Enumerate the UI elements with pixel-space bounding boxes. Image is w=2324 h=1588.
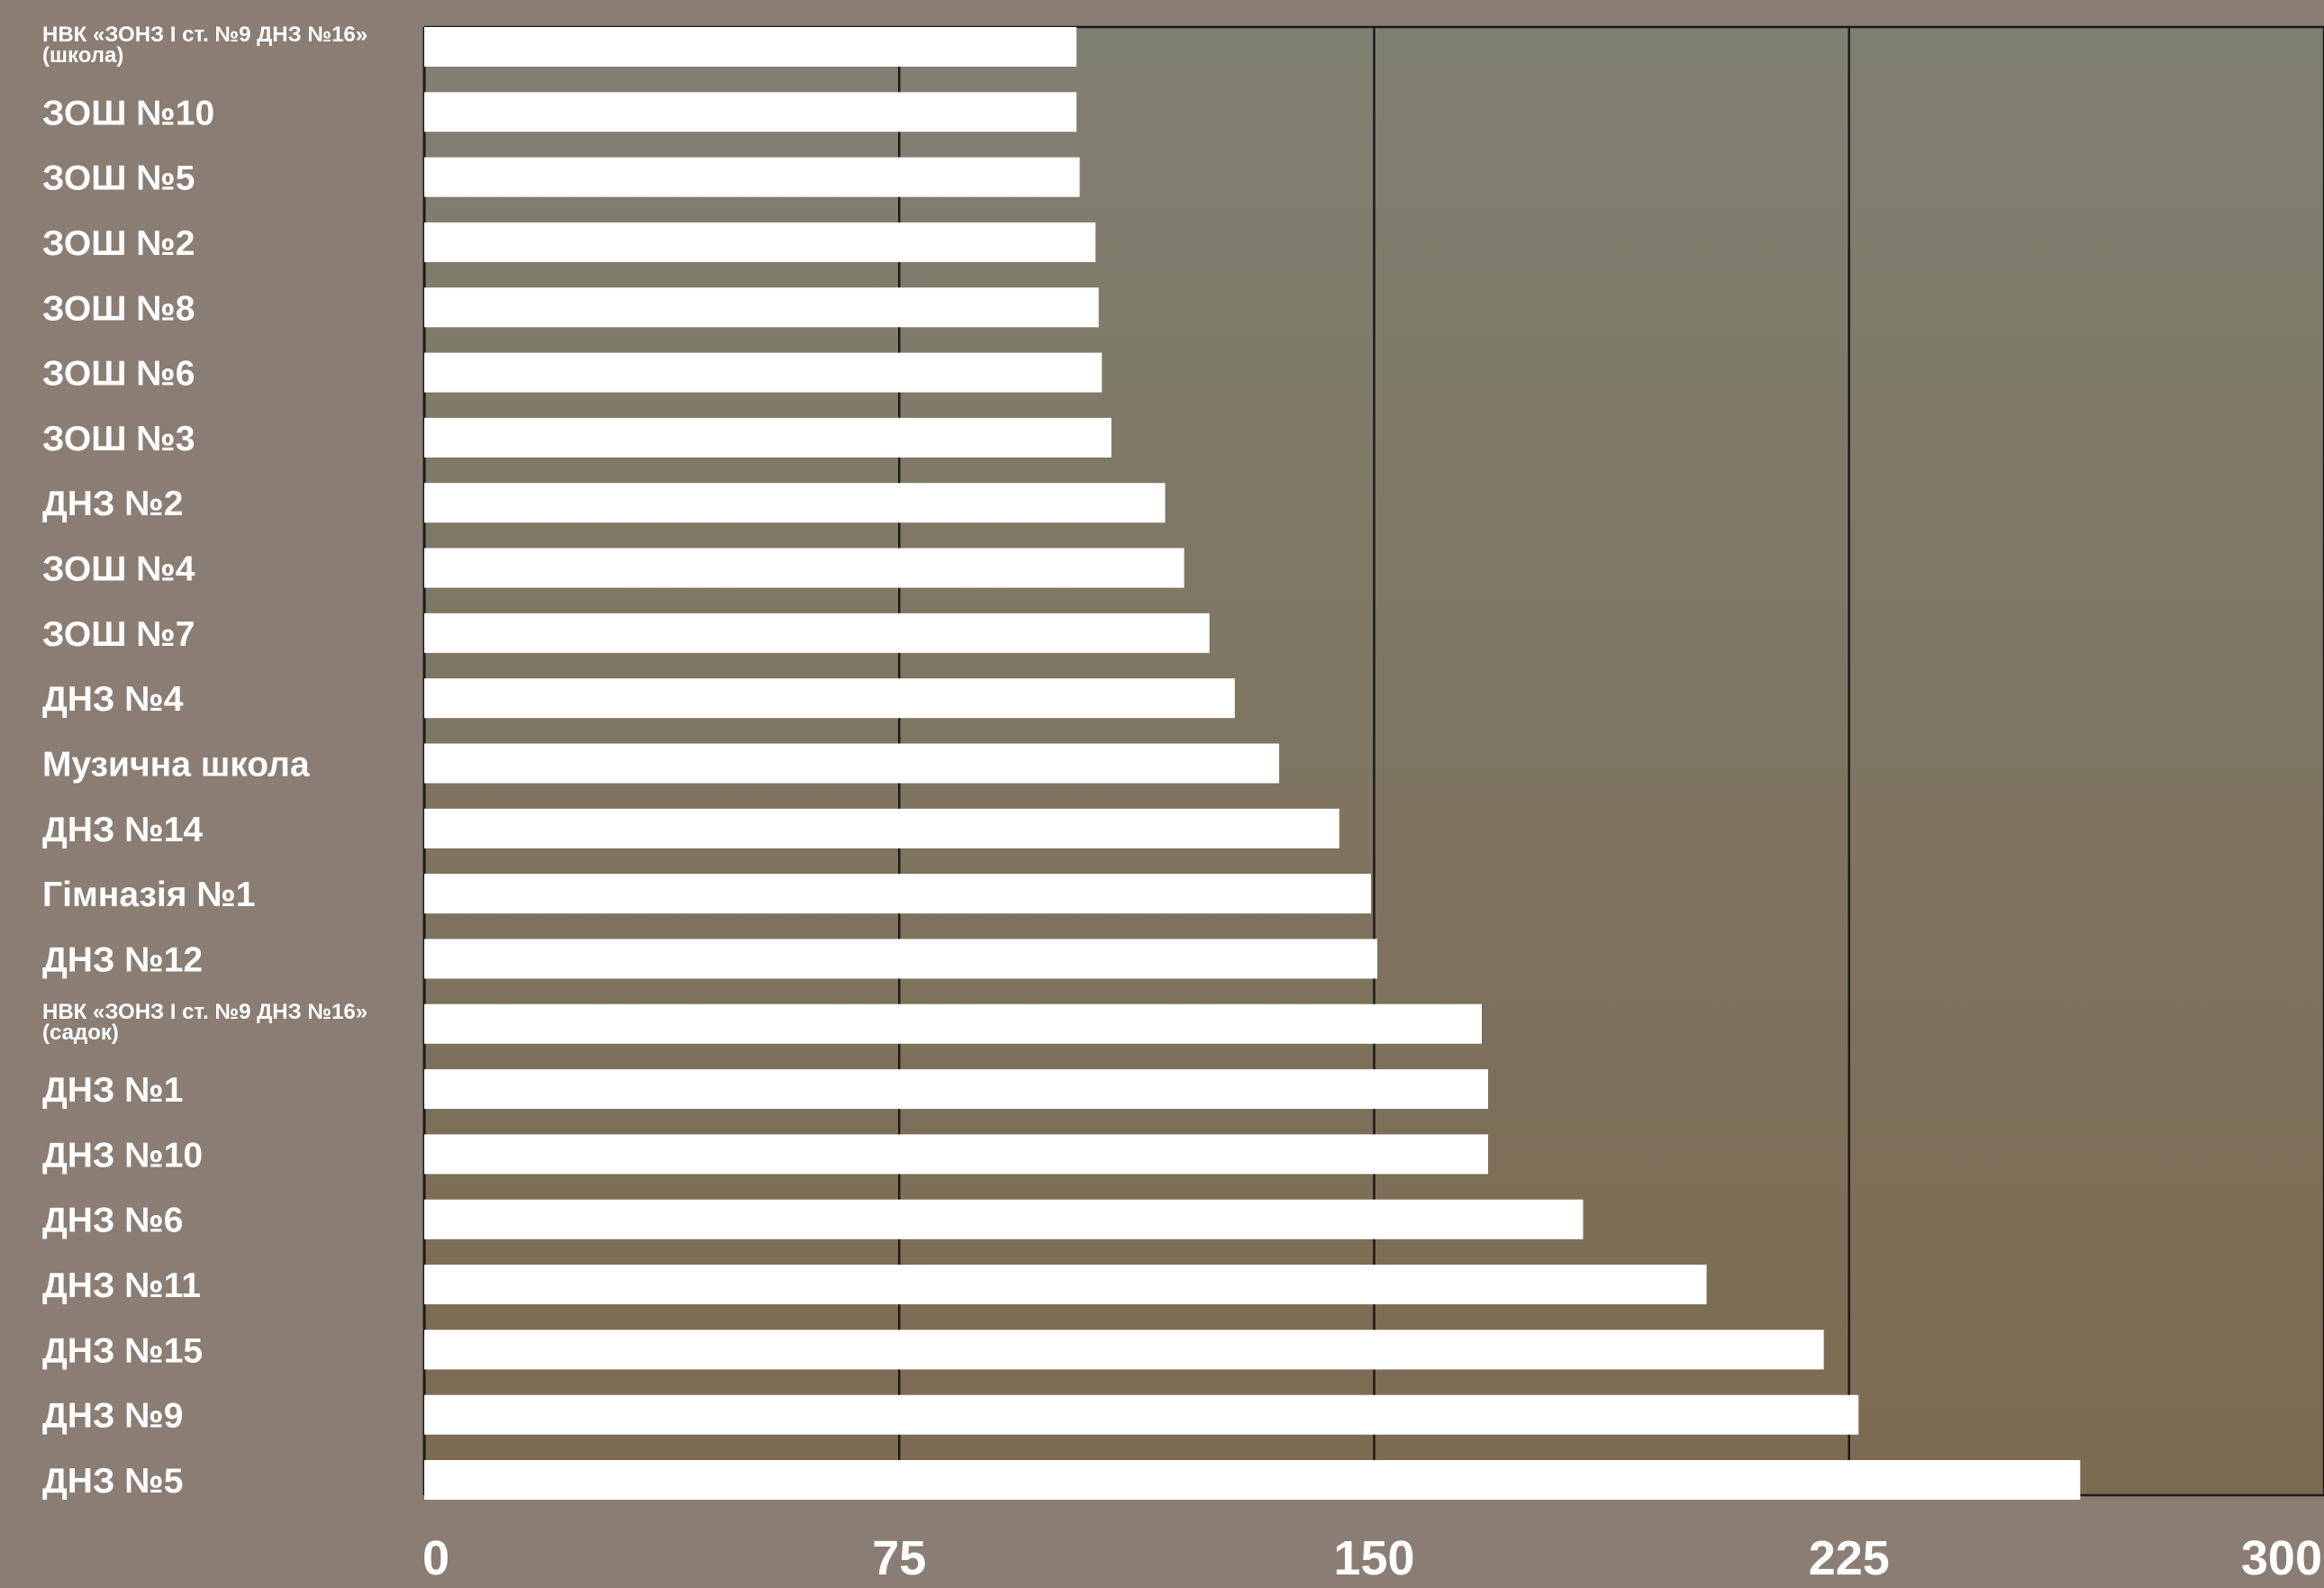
category-label-7: ДНЗ №2 bbox=[42, 485, 183, 523]
bar-20 bbox=[424, 1329, 1824, 1370]
category-label-5: ЗОШ №6 bbox=[42, 355, 195, 394]
bar-15 bbox=[424, 1003, 1483, 1044]
category-label-0-line-1: (школа) bbox=[42, 43, 123, 68]
bar-18 bbox=[424, 1199, 1584, 1239]
category-label-19: ДНЗ №11 bbox=[42, 1266, 201, 1305]
category-label-2: ЗОШ №5 bbox=[42, 159, 195, 198]
bar-6 bbox=[424, 417, 1112, 458]
category-label-11: Музична школа bbox=[42, 746, 310, 785]
bar-12 bbox=[424, 808, 1339, 848]
category-label-15-line-0: НВК «ЗОНЗ І ст. №9 ДНЗ №16» bbox=[42, 1000, 368, 1024]
bar-19 bbox=[424, 1265, 1707, 1305]
category-label-14: ДНЗ №12 bbox=[42, 940, 203, 979]
category-label-10: ДНЗ №4 bbox=[42, 680, 184, 719]
bar-8 bbox=[424, 548, 1185, 588]
category-label-9: ЗОШ №7 bbox=[42, 615, 195, 654]
category-label-12: ДНЗ №14 bbox=[42, 811, 203, 849]
category-label-3: ЗОШ №2 bbox=[42, 224, 195, 263]
bar-7 bbox=[424, 483, 1166, 523]
x-tick-label-300: 300 bbox=[2241, 1531, 2322, 1585]
category-label-6: ЗОШ №3 bbox=[42, 420, 195, 458]
category-label-17: ДНЗ №10 bbox=[42, 1136, 203, 1175]
x-tick-label-150: 150 bbox=[1333, 1531, 1414, 1585]
category-label-16: ДНЗ №1 bbox=[42, 1071, 183, 1110]
category-label-4: ЗОШ №8 bbox=[42, 289, 195, 328]
x-axis-tick-labels: 0 75 150 225 300 bbox=[422, 1531, 2322, 1585]
bars bbox=[424, 27, 2081, 1500]
bar-22 bbox=[424, 1460, 2081, 1500]
x-tick-label-75: 75 bbox=[872, 1531, 926, 1585]
category-label-18: ДНЗ №6 bbox=[42, 1202, 183, 1240]
bar-17 bbox=[424, 1134, 1489, 1175]
bar-10 bbox=[424, 678, 1235, 719]
category-label-1: ЗОШ №10 bbox=[42, 94, 214, 132]
category-label-21: ДНЗ №9 bbox=[42, 1397, 183, 1436]
category-label-8: ЗОШ №4 bbox=[42, 550, 195, 589]
bar-4 bbox=[424, 287, 1099, 328]
bar-1 bbox=[424, 92, 1077, 132]
bar-16 bbox=[424, 1069, 1489, 1110]
bar-5 bbox=[424, 352, 1103, 393]
category-label-22: ДНЗ №5 bbox=[42, 1462, 183, 1501]
bar-11 bbox=[424, 743, 1280, 784]
bar-13 bbox=[424, 874, 1371, 914]
category-label-15-line-1: (садок) bbox=[42, 1021, 119, 1045]
x-tick-label-0: 0 bbox=[422, 1531, 449, 1585]
x-tick-label-225: 225 bbox=[1809, 1531, 1890, 1585]
bar-0 bbox=[424, 27, 1077, 67]
category-labels: НВК «ЗОНЗ І ст. №9 ДНЗ №16»(школа)ЗОШ №1… bbox=[42, 23, 368, 1501]
category-label-20: ДНЗ №15 bbox=[42, 1331, 203, 1370]
category-label-13: Гімназія №1 bbox=[42, 876, 256, 914]
bar-9 bbox=[424, 613, 1210, 653]
bar-3 bbox=[424, 222, 1096, 262]
category-label-0-line-0: НВК «ЗОНЗ І ст. №9 ДНЗ №16» bbox=[42, 23, 368, 47]
bar-2 bbox=[424, 157, 1080, 197]
bar-21 bbox=[424, 1394, 1859, 1435]
bar-14 bbox=[424, 939, 1378, 979]
